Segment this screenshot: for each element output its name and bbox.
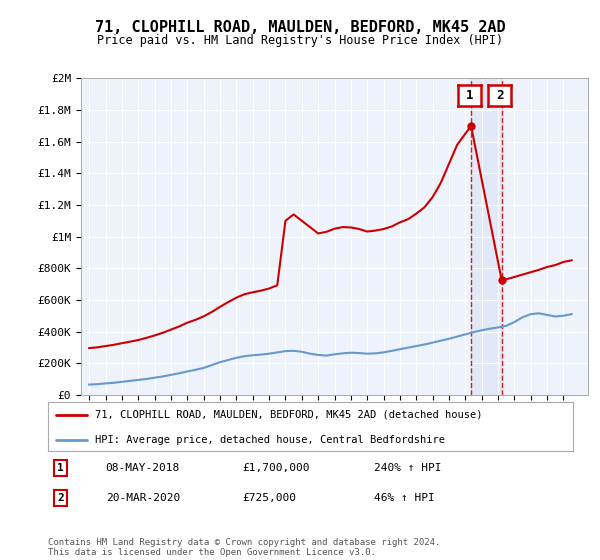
Text: HPI: Average price, detached house, Central Bedfordshire: HPI: Average price, detached house, Cent… xyxy=(95,435,445,445)
Text: 240% ↑ HPI: 240% ↑ HPI xyxy=(373,463,441,473)
Text: Contains HM Land Registry data © Crown copyright and database right 2024.
This d: Contains HM Land Registry data © Crown c… xyxy=(48,538,440,557)
Text: £725,000: £725,000 xyxy=(242,493,296,503)
Text: 71, CLOPHILL ROAD, MAULDEN, BEDFORD, MK45 2AD: 71, CLOPHILL ROAD, MAULDEN, BEDFORD, MK4… xyxy=(95,20,505,35)
Text: Price paid vs. HM Land Registry's House Price Index (HPI): Price paid vs. HM Land Registry's House … xyxy=(97,34,503,46)
Text: 08-MAY-2018: 08-MAY-2018 xyxy=(106,463,180,473)
Text: 46% ↑ HPI: 46% ↑ HPI xyxy=(373,493,434,503)
Text: 2: 2 xyxy=(496,88,503,102)
Text: 2: 2 xyxy=(58,493,64,503)
Text: 71, CLOPHILL ROAD, MAULDEN, BEDFORD, MK45 2AD (detached house): 71, CLOPHILL ROAD, MAULDEN, BEDFORD, MK4… xyxy=(95,410,483,420)
Bar xyxy=(471,78,502,395)
Text: 20-MAR-2020: 20-MAR-2020 xyxy=(106,493,180,503)
Text: 1: 1 xyxy=(466,88,473,102)
Text: £1,700,000: £1,700,000 xyxy=(242,463,310,473)
Text: 1: 1 xyxy=(58,463,64,473)
